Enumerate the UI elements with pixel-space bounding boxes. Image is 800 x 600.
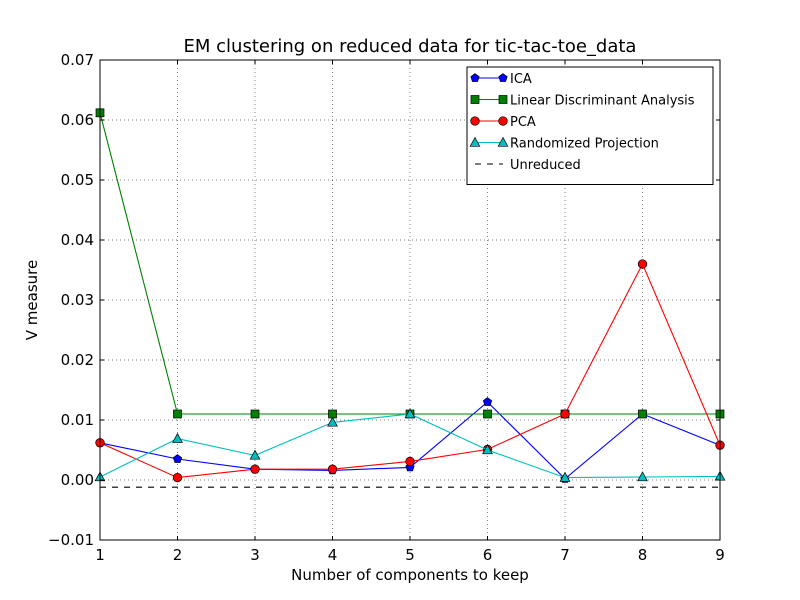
- data-point-pca: [250, 464, 260, 474]
- legend-box: [466, 66, 714, 185]
- chart-title: EM clustering on reduced data for tic-ta…: [184, 36, 637, 57]
- y-tick-label: 0.07: [61, 51, 94, 69]
- data-point-pca: [172, 472, 183, 483]
- data-point-linear-discriminant-analysis: [638, 409, 647, 419]
- legend-marker: [470, 73, 480, 82]
- x-tick-label: 9: [715, 546, 725, 564]
- legend-marker: [498, 73, 508, 82]
- data-point-pca: [327, 464, 338, 474]
- series-layer: [94, 108, 726, 488]
- data-point-ica: [482, 397, 493, 406]
- legend-entry-pca: PCA: [470, 115, 536, 130]
- legend-label: PCA: [510, 115, 536, 130]
- x-tick-label: 2: [173, 546, 183, 564]
- x-tick-label: 3: [250, 546, 260, 564]
- legend-entry-randomized-projection: Randomized Projection: [469, 136, 659, 152]
- tick-layer: 1 2 3 4 5 6 7 8 9 −0.01 0.00 0.01 0.02 0.03 0.04 0.05 0.…: [48, 51, 725, 564]
- y-axis-label: V measure: [23, 260, 41, 340]
- legend-marker: [497, 136, 509, 147]
- x-tick-label: 7: [560, 546, 570, 564]
- legend-label: Linear Discriminant Analysis: [510, 94, 695, 109]
- legend: ICA Linear Discriminant Analysis PCA Random…: [466, 66, 714, 185]
- x-tick-label: 6: [483, 546, 493, 564]
- data-point-ica: [172, 454, 183, 463]
- y-tick-label: −0.01: [48, 531, 94, 549]
- data-point-linear-discriminant-analysis: [483, 409, 492, 419]
- series-randomized-projection: [94, 408, 726, 482]
- legend-marker: [498, 95, 508, 104]
- legend-marker: [469, 136, 481, 147]
- y-tick-label: 0.04: [61, 231, 94, 249]
- legend-marker: [470, 116, 480, 126]
- legend-label: Randomized Projection: [510, 137, 659, 152]
- data-point-randomized-projection: [559, 471, 571, 482]
- y-tick-label: 0.05: [61, 171, 94, 189]
- legend-entry-linear-discriminant-analysis: Linear Discriminant Analysis: [470, 94, 695, 109]
- data-point-linear-discriminant-analysis: [250, 409, 260, 419]
- series-pca: [95, 259, 725, 483]
- x-tick-label: 4: [328, 546, 338, 564]
- x-tick-label: 5: [405, 546, 415, 564]
- data-point-randomized-projection: [482, 444, 493, 455]
- data-point-randomized-projection: [249, 449, 261, 460]
- data-point-linear-discriminant-analysis: [173, 409, 182, 419]
- legend-entry-unreduced: Unreduced: [475, 158, 581, 173]
- data-point-pca: [637, 259, 648, 269]
- legend-label: Unreduced: [510, 158, 581, 173]
- data-point-randomized-projection: [327, 416, 338, 427]
- legend-marker: [498, 116, 508, 126]
- y-tick-label: 0.06: [61, 111, 94, 129]
- y-tick-label: 0.00: [61, 471, 94, 489]
- x-tick-label: 8: [638, 546, 648, 564]
- data-point-randomized-projection: [637, 471, 648, 482]
- data-point-randomized-projection: [172, 432, 183, 443]
- legend-label: ICA: [510, 72, 532, 87]
- data-point-pca: [405, 456, 415, 467]
- x-axis-label: Number of components to keep: [291, 566, 529, 584]
- data-point-randomized-projection: [404, 408, 416, 419]
- data-point-pca: [560, 409, 570, 419]
- legend-entry-ica: ICA: [470, 72, 532, 87]
- legend-marker: [470, 95, 480, 104]
- y-tick-label: 0.03: [61, 291, 94, 309]
- y-tick-label: 0.01: [61, 411, 94, 429]
- x-tick-label: 1: [95, 546, 105, 564]
- y-tick-label: 0.02: [61, 351, 94, 369]
